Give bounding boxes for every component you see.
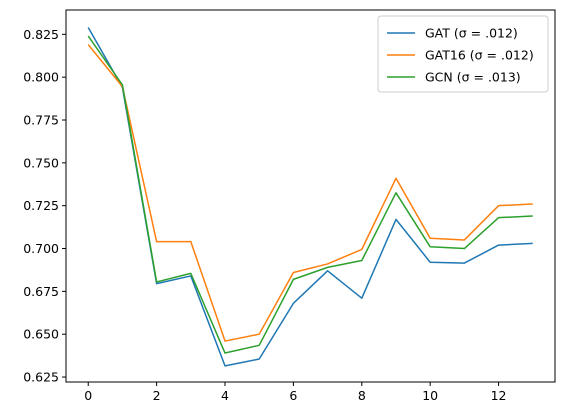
- legend-label: GCN (σ = .013): [425, 70, 521, 85]
- x-tick-label: 8: [358, 388, 366, 403]
- y-tick-label: 0.700: [23, 241, 59, 256]
- x-tick-label: 12: [491, 388, 507, 403]
- x-tick-label: 2: [153, 388, 161, 403]
- plot-frame: [65, 9, 556, 383]
- series-line-0: [87, 27, 533, 367]
- legend-box: [377, 15, 549, 93]
- legend-label: GAT16 (σ = .012): [425, 48, 534, 63]
- y-tick-label: 0.675: [23, 284, 59, 299]
- y-axis-ticks: 0.625 0.650 0.675 0.700 0.725 0.750 0.775 0.800…: [23, 27, 66, 385]
- series-line-2: [87, 35, 533, 354]
- y-tick-label: 0.750: [23, 155, 59, 170]
- x-axis-ticks: 0 2 4 6 8 10 12: [84, 382, 507, 403]
- x-tick-label: 0: [84, 388, 92, 403]
- y-tick-label: 0.650: [23, 327, 59, 342]
- x-tick-label: 6: [289, 388, 297, 403]
- y-tick-label: 0.775: [23, 113, 59, 128]
- y-tick-label: 0.800: [23, 70, 59, 85]
- series-line-1: [87, 44, 533, 342]
- legend-label: GAT (σ = .012): [425, 26, 518, 41]
- y-tick-label: 0.725: [23, 198, 59, 213]
- y-tick-label: 0.625: [23, 370, 59, 385]
- legend: GAT (σ = .012) GAT16 (σ = .012) GCN (σ = .…: [377, 15, 549, 93]
- x-tick-label: 10: [422, 388, 438, 403]
- y-tick-label: 0.825: [23, 27, 59, 42]
- series-lines: [87, 27, 533, 367]
- x-tick-label: 4: [221, 388, 229, 403]
